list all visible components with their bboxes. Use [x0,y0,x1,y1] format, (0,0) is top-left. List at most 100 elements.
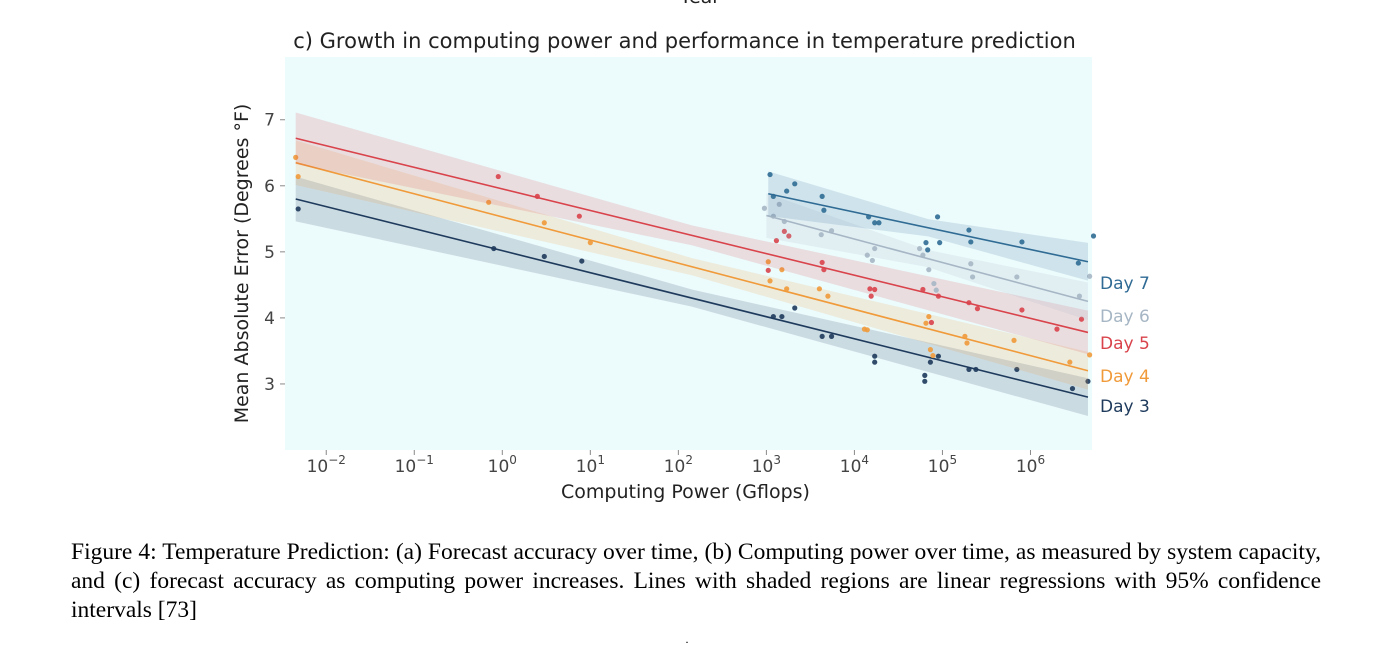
data-point [1078,316,1085,322]
data-point [926,313,932,320]
data-point [1087,352,1093,358]
data-point [1014,366,1020,373]
data-point [784,188,790,194]
data-point [866,214,872,220]
data-point [872,286,878,293]
data-point [1090,233,1097,239]
data-point [1067,359,1073,365]
data-point [1019,307,1025,313]
data-point [818,232,824,238]
data-point [781,218,787,225]
data-point [576,213,582,219]
data-point [1011,337,1017,343]
data-point [828,333,835,339]
data-point [872,220,878,226]
data-point [770,193,776,199]
data-point [916,245,923,252]
data-point [587,240,593,246]
y-tick-label: 5 [264,243,275,263]
data-point [926,267,932,273]
data-point [792,181,798,187]
regression-line [295,198,1089,398]
data-point [920,252,926,258]
data-point [816,286,822,292]
data-point [876,220,882,226]
data-point [930,352,936,359]
data-point [968,261,974,267]
data-point [973,366,979,373]
series-label: Day 7 [1100,274,1150,294]
regression-line [768,192,1089,263]
x-axis-label: Computing Power (Gflops) [561,481,810,503]
y-tick-label: 4 [264,309,275,329]
data-point [486,199,492,205]
data-point [293,154,299,160]
confidence-band [295,140,1088,390]
data-point [1085,378,1091,384]
data-point [868,293,874,299]
regression-line [295,137,1089,334]
data-point [969,274,976,280]
data-point [872,353,878,359]
data-point [770,213,776,219]
confidence-band [766,193,1088,321]
figure-caption: Figure 4: Temperature Prediction: (a) Fo… [71,539,1321,623]
confidence-band [768,171,1088,281]
data-point [821,207,827,213]
y-tick-label: 7 [264,111,275,131]
data-point [968,239,974,245]
data-point [934,214,941,220]
data-point [867,286,873,292]
x-tick-label: 10−2 [307,453,346,477]
data-point [819,333,825,339]
series-day-6 [761,193,1093,321]
x-tick-label: 106 [1016,453,1045,477]
data-point [872,245,878,252]
data-point [779,267,785,273]
data-point [923,320,929,326]
data-point [966,300,972,306]
series-day-5 [295,112,1089,355]
x-tick-label: 101 [576,453,605,477]
data-point [781,228,787,234]
x-tick-label: 104 [840,453,869,477]
data-point [937,240,943,246]
y-tick-label: 6 [264,177,275,197]
data-point [767,171,773,178]
data-point [920,286,926,293]
data-point [295,206,301,212]
data-point [1054,326,1060,332]
data-point [864,327,870,333]
x-tick-label: 100 [488,453,517,477]
data-point [933,287,939,293]
regression-line [766,214,1089,303]
series-label: Day 5 [1100,334,1150,354]
data-point [922,378,928,384]
data-point [1087,273,1093,279]
data-point [295,173,301,180]
x-tick-label: 105 [928,453,957,477]
data-point [828,228,835,234]
x-tick-label: 103 [752,453,781,477]
data-point [825,293,831,299]
data-point [786,233,792,239]
data-point [765,259,771,265]
series-day-3 [295,176,1091,417]
data-point [761,205,768,211]
data-point [923,240,929,246]
data-point [931,280,937,287]
chart-title: c) Growth in computing power and perform… [293,29,1076,53]
page-mark: ˙ [684,640,690,654]
data-point [962,333,968,339]
data-point [922,372,928,378]
series-label: Day 4 [1100,367,1150,387]
data-point [869,257,875,264]
data-point [819,193,825,199]
data-point [925,247,931,253]
series-day-4 [293,140,1093,390]
data-point [821,267,827,273]
x-tick-label: 10−1 [395,453,434,477]
data-point [765,267,771,273]
data-point [974,306,981,312]
